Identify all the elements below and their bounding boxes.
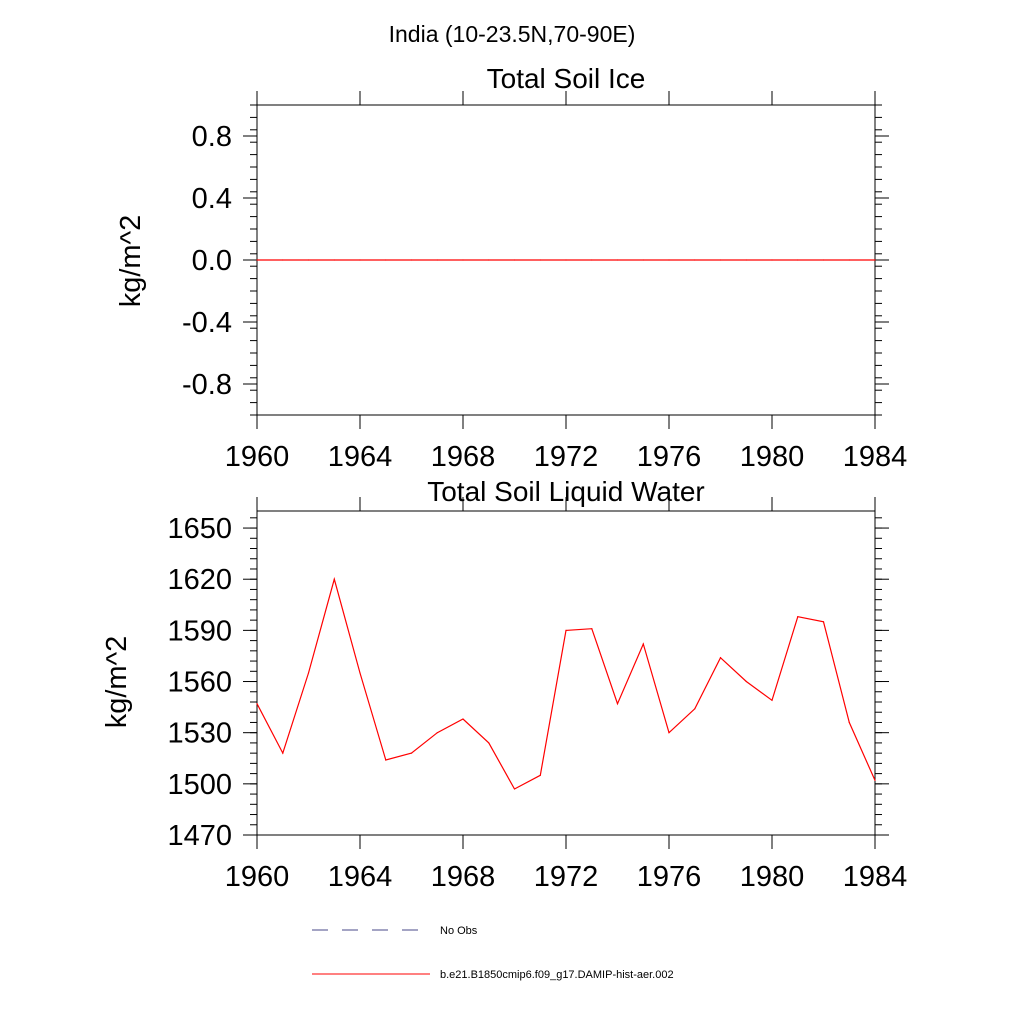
data-point (616, 703, 619, 705)
data-point (591, 259, 593, 261)
data-point (385, 759, 387, 761)
x-tick-label: 1984 (843, 861, 908, 893)
x-tick-label: 1976 (637, 441, 702, 473)
data-point (436, 259, 438, 261)
y-tick-label: -0.4 (182, 307, 232, 339)
data-point (539, 259, 541, 261)
data-point (668, 732, 670, 734)
data-point (771, 259, 773, 261)
x-tick-label: 1960 (225, 441, 290, 473)
data-point (333, 578, 335, 580)
panel-total-soil-ice: Total Soil Ice kg/m^2 1960 1964 1968 1972 19… (115, 63, 907, 473)
data-point (410, 259, 413, 261)
data-point (359, 672, 361, 674)
y-axis-label: kg/m^2 (101, 636, 133, 729)
legend-entry-no-obs: No Obs (312, 925, 478, 937)
y-axis-label: kg/m^2 (115, 215, 147, 308)
data-point (488, 742, 490, 744)
data-point (874, 779, 876, 782)
legend-label: b.e21.B1850cmip6.f09_g17.DAMIP-hist-aer.… (440, 969, 674, 981)
data-point (668, 259, 670, 261)
x-tick-label: 1980 (740, 861, 805, 893)
data-point (874, 259, 876, 261)
y-tick-label: -0.8 (182, 369, 232, 401)
data-point (745, 259, 747, 261)
x-tick-label: 1980 (740, 441, 805, 473)
data-point (436, 732, 438, 734)
data-point (719, 657, 722, 659)
data-point (282, 259, 284, 261)
data-point (333, 259, 335, 261)
data-point (307, 259, 310, 261)
y-tick-label: 1620 (167, 564, 232, 596)
x-tick-label: 1972 (534, 441, 599, 473)
y-tick-label: 1590 (167, 615, 232, 647)
plot-frame (256, 510, 876, 836)
x-tick-label: 1972 (534, 861, 599, 893)
data-point (771, 699, 773, 701)
data-point (565, 629, 567, 631)
data-point (797, 616, 799, 618)
data-point (462, 718, 464, 720)
data-point (694, 708, 696, 710)
data-point (385, 259, 387, 261)
y-tick-label: 1470 (167, 820, 232, 852)
x-tick-label: 1968 (431, 861, 496, 893)
data-point (282, 752, 284, 754)
x-tick-label: 1960 (225, 861, 290, 893)
data-point (462, 259, 464, 261)
y-tick-label: 1560 (167, 667, 232, 699)
data-point (848, 259, 850, 261)
data-point (848, 721, 850, 724)
data-point (307, 672, 310, 674)
y-tick-label: 0.4 (192, 183, 232, 215)
data-point (488, 259, 490, 261)
x-tick-label: 1964 (328, 441, 393, 473)
y-tick-label: 1650 (167, 513, 232, 545)
data-point (694, 259, 696, 261)
data-point (642, 259, 644, 261)
legend-label: No Obs (440, 925, 478, 937)
data-point (513, 259, 516, 261)
legend: No Obs b.e21.B1850cmip6.f09_g17.DAMIP-hi… (312, 925, 674, 981)
y-tick-label: 1500 (167, 769, 232, 801)
data-point (822, 621, 825, 623)
data-point (256, 259, 258, 261)
data-point (745, 680, 747, 683)
region-title: India (10-23.5N,70-90E) (389, 21, 636, 47)
panel-title: Total Soil Ice (487, 63, 646, 94)
x-tick-label: 1976 (637, 861, 702, 893)
x-tick-label: 1964 (328, 861, 393, 893)
data-point (719, 259, 722, 261)
series-line (256, 576, 876, 790)
data-point (513, 788, 516, 790)
legend-entry-model: b.e21.B1850cmip6.f09_g17.DAMIP-hist-aer.… (312, 969, 674, 981)
data-point (256, 703, 258, 705)
data-point (642, 643, 644, 645)
x-tick-label: 1968 (431, 441, 496, 473)
data-point (565, 259, 567, 261)
data-point (797, 259, 799, 261)
data-point (591, 628, 593, 630)
y-tick-label: 0.0 (192, 245, 232, 277)
data-point (359, 259, 361, 261)
data-point (616, 259, 619, 261)
y-tick-label: 0.8 (192, 121, 232, 153)
data-point (822, 259, 825, 261)
panel-total-soil-liquid-water: Total Soil Liquid Water kg/m^2 1960 1964 1… (101, 476, 907, 893)
x-tick-label: 1984 (843, 441, 908, 473)
y-tick-label: 1530 (167, 718, 232, 750)
data-point (410, 752, 413, 754)
data-point (539, 774, 541, 776)
